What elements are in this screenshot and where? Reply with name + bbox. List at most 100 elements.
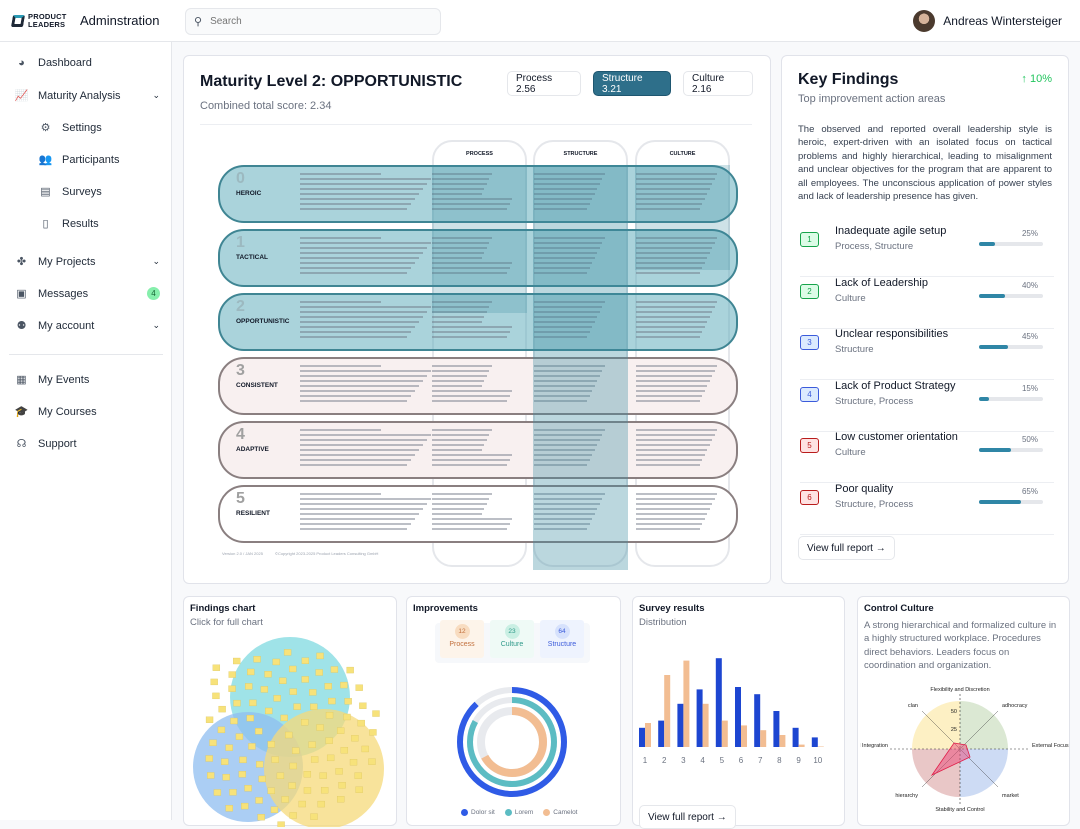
sticky-note xyxy=(292,748,299,754)
sticky-note xyxy=(239,757,246,763)
sticky-note xyxy=(282,796,289,802)
legend-item: Camelot xyxy=(543,809,577,816)
sidebar-item-results[interactable]: ▯Results xyxy=(38,217,148,230)
finding-category: Culture xyxy=(835,293,866,304)
finding-progress-bar xyxy=(979,397,1043,401)
finding-title: Lack of Product Strategy xyxy=(835,380,955,392)
chevron-down-icon[interactable]: ⌄ xyxy=(152,256,160,267)
chevron-down-icon[interactable]: ⌄ xyxy=(152,320,160,331)
sidebar-item-surveys[interactable]: ▤Surveys xyxy=(38,185,148,198)
chart-legend: Dolor sit Lorem Camelot xyxy=(461,809,578,816)
finding-progress-bar xyxy=(979,242,1043,246)
tab-structure[interactable]: Structure 3.21 xyxy=(593,71,671,96)
view-full-report-button[interactable]: View full report → xyxy=(639,805,736,829)
key-findings-title: Key Findings xyxy=(798,71,898,89)
legend-item: Dolor sit xyxy=(461,809,495,816)
sidebar-item-dashboard[interactable]: ◕Dashboard xyxy=(14,57,160,69)
messages-count-badge: 4 xyxy=(147,287,160,300)
finding-category: Process, Structure xyxy=(835,241,913,252)
bar-4-2 xyxy=(703,704,709,747)
bar-6-2 xyxy=(741,725,747,747)
search-input[interactable] xyxy=(210,16,342,27)
sticky-note xyxy=(219,706,226,712)
findings-chart-card[interactable]: Findings chart Click for full chart xyxy=(183,596,397,826)
sticky-note xyxy=(310,814,317,820)
sidebar-item-my-courses[interactable]: 🎓My Courses xyxy=(14,405,160,418)
finding-category: Culture xyxy=(835,447,866,458)
level-description-lines xyxy=(300,301,435,341)
legend-item: Lorem xyxy=(505,809,533,816)
finding-title: Unclear responsibilities xyxy=(835,328,948,340)
finding-percent: 65% xyxy=(1022,487,1038,496)
sidebar-item-my-account[interactable]: ⚉My account⌄ xyxy=(14,319,160,332)
level-description-lines xyxy=(636,301,718,341)
bar-5-1 xyxy=(716,658,722,747)
sidebar-item-my-projects[interactable]: ✤My Projects⌄ xyxy=(14,255,160,268)
sticky-note xyxy=(369,729,376,735)
x-tick-label: 3 xyxy=(681,756,686,765)
sticky-note xyxy=(245,785,252,791)
sidebar-item-my-events[interactable]: ▦My Events xyxy=(14,373,160,386)
sticky-note xyxy=(328,698,335,704)
bar-1-2 xyxy=(645,723,651,747)
radar-label: Internal Focus and Integration xyxy=(860,743,888,749)
sidebar-item-participants[interactable]: 👥Participants xyxy=(38,153,148,166)
level-description-lines xyxy=(432,493,514,533)
radar-label: adhocracy xyxy=(1002,703,1028,709)
sticky-note xyxy=(321,787,328,793)
sticky-note xyxy=(336,768,343,774)
sticky-note xyxy=(265,671,272,677)
logo-icon xyxy=(11,15,25,27)
finding-title: Poor quality xyxy=(835,483,893,495)
sidebar-item-label: Surveys xyxy=(62,186,102,198)
structure-highlight xyxy=(533,165,628,570)
sidebar-item-label: My Projects xyxy=(38,256,95,268)
tab-process[interactable]: Process 2.56 xyxy=(507,71,581,96)
sticky-note xyxy=(255,728,262,734)
divider xyxy=(200,124,752,125)
culture-highlight xyxy=(635,165,730,270)
sidebar-item-label: Settings xyxy=(62,122,102,134)
sticky-note xyxy=(245,683,252,689)
radar-label: market xyxy=(1002,793,1019,799)
sidebar-item-settings[interactable]: ⚙Settings xyxy=(38,121,148,134)
sticky-note xyxy=(271,807,278,813)
level-description-lines xyxy=(432,365,514,405)
app-title: Adminstration xyxy=(80,13,159,28)
stat-value: 64 xyxy=(555,624,570,639)
level-number: 5 xyxy=(236,490,245,508)
search-box[interactable]: ⚲ xyxy=(185,8,441,35)
logo[interactable]: PRODUCT LEADERS xyxy=(12,13,78,28)
view-full-report-button[interactable]: View full report → xyxy=(798,536,895,560)
level-number: 0 xyxy=(236,170,245,188)
graduation-cap-icon: 🎓 xyxy=(14,405,29,418)
sticky-note xyxy=(302,676,309,682)
sticky-note xyxy=(274,695,281,701)
sticky-note xyxy=(268,788,275,794)
sticky-note xyxy=(339,782,346,788)
sidebar-item-label: Participants xyxy=(62,154,119,166)
user-menu[interactable]: Andreas Wintersteiger xyxy=(913,10,1062,32)
chevron-down-icon[interactable]: ⌄ xyxy=(152,90,160,101)
venn-diagram[interactable] xyxy=(184,627,396,827)
sticky-note xyxy=(311,756,318,762)
tab-culture[interactable]: Culture 2.16 xyxy=(683,71,753,96)
sidebar-item-maturity-analysis[interactable]: 📈Maturity Analysis⌄ xyxy=(14,89,160,102)
sidebar-item-support[interactable]: ☊Support xyxy=(14,437,160,450)
bar-7-1 xyxy=(754,694,760,747)
sidebar-item-label: Results xyxy=(62,218,99,230)
